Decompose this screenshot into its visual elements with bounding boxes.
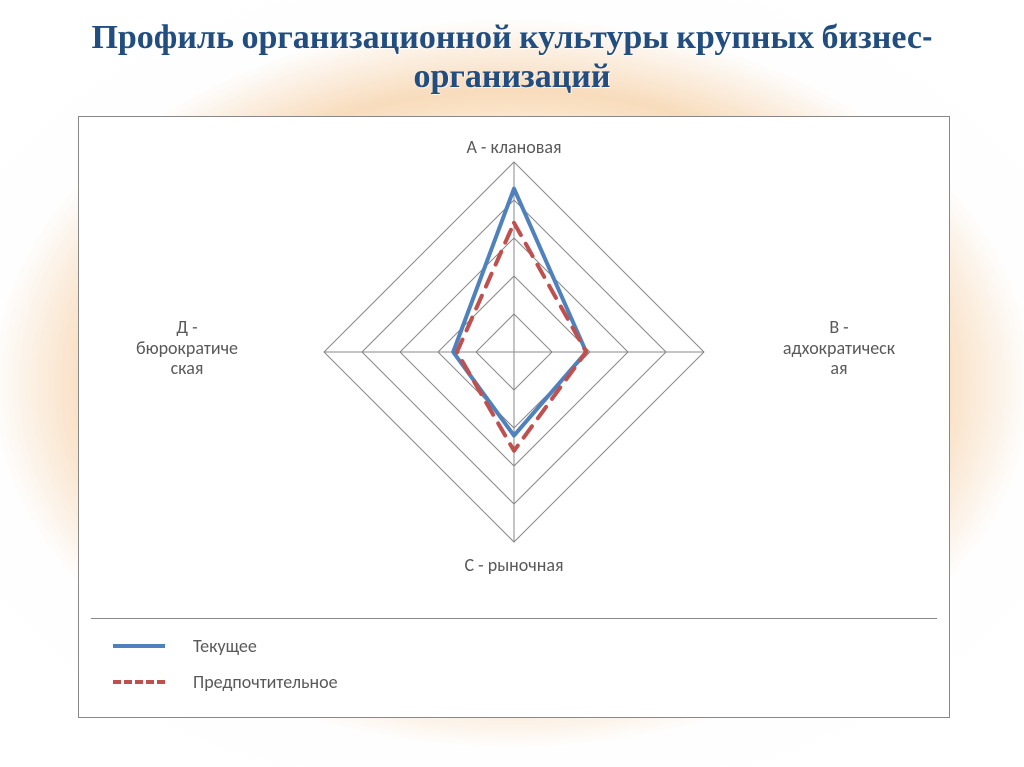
legend-swatch [113, 680, 165, 684]
slide-title: Профиль организационной культуры крупных… [0, 18, 1024, 96]
legend: Текущее Предпочтительное [91, 618, 937, 707]
radar-chart: А - клановая В - адхократическ ая С - рыно… [78, 116, 950, 718]
legend-swatch [113, 644, 165, 648]
legend-label: Текущее [193, 635, 257, 657]
legend-label: Предпочтительное [193, 671, 338, 693]
axis-label: В - адхократическ ая [759, 317, 919, 379]
series-line [457, 223, 586, 451]
axis-label: Д - бюрократиче ская [107, 317, 267, 379]
legend-item: Предпочтительное [113, 671, 937, 693]
legend-item: Текущее [113, 635, 937, 657]
radar-spokes [324, 162, 704, 542]
slide: Профиль организационной культуры крупных… [0, 0, 1024, 767]
series-line [453, 189, 586, 436]
axis-label: А - клановая [414, 137, 614, 158]
axis-label: С - рыночная [414, 555, 614, 576]
